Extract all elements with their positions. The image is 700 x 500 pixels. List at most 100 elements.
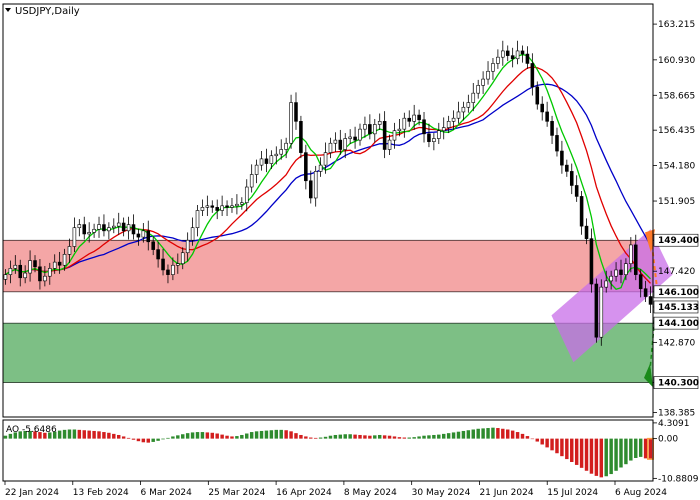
candle-body — [343, 138, 348, 150]
ao-bar — [550, 438, 554, 451]
ao-bar — [264, 430, 269, 439]
ao-bar — [432, 434, 436, 439]
ao-bar — [33, 431, 37, 439]
candle-body — [225, 205, 229, 208]
price-level-box — [653, 300, 699, 314]
ao-bar — [638, 438, 643, 457]
ao-bar — [333, 434, 338, 439]
x-tick-label: 8 May 2024 — [344, 488, 397, 498]
ao-bar — [643, 438, 648, 459]
y-tick-label: 149.400 — [658, 236, 699, 246]
ao-bar — [427, 435, 431, 439]
ao-bar — [57, 430, 62, 439]
candle-body — [249, 174, 254, 188]
candle-body — [161, 258, 165, 271]
ao-bar — [72, 429, 77, 439]
price-level-box — [653, 285, 699, 299]
candle-body — [407, 117, 412, 122]
y-tick-label: 156.435 — [658, 126, 695, 136]
candle-body — [112, 225, 116, 229]
y-tick-label: 145.133 — [658, 303, 699, 313]
candle-body — [254, 164, 259, 175]
ao-bar — [624, 438, 628, 465]
candle-body — [629, 244, 633, 264]
ao-bar — [461, 430, 466, 439]
ao-bar — [540, 438, 544, 445]
ao-bar — [195, 432, 200, 439]
candles — [3, 40, 653, 346]
ma-medium-line — [5, 66, 651, 284]
ao-bar — [87, 430, 91, 439]
candle-body — [594, 283, 599, 338]
candle-body — [166, 269, 170, 275]
candle-body — [466, 102, 471, 108]
candle-body — [121, 222, 126, 232]
ao-bar — [412, 437, 416, 439]
ao-bar — [353, 434, 357, 439]
candle-body — [397, 128, 402, 132]
candle-body — [584, 225, 589, 239]
candle-body — [102, 224, 106, 232]
x-axis-labels: 22 Jan 2024 13 Feb 2024 6 Mar 2024 25 Mar 2… — [4, 481, 667, 498]
ao-bar — [530, 438, 535, 440]
x-tick-label: 16 Apr 2024 — [276, 488, 332, 498]
y-tick-label: 140.300 — [658, 379, 699, 389]
ao-bar — [200, 432, 205, 439]
candle-body — [13, 264, 18, 269]
ao-bar — [67, 429, 72, 439]
candle-body — [348, 136, 352, 139]
moving-averages — [5, 53, 652, 290]
candle-body — [220, 205, 224, 211]
candle-body — [353, 136, 357, 141]
ao-bar — [481, 428, 485, 439]
ao-bar — [205, 432, 210, 439]
candle-body — [604, 280, 608, 288]
ao-bar — [279, 429, 283, 439]
ao-bar — [52, 431, 57, 439]
ao-bar — [176, 435, 180, 439]
ao-bar — [589, 438, 594, 474]
candle-body — [294, 102, 298, 122]
candle-body — [185, 239, 190, 254]
ao-bar — [136, 438, 141, 442]
candle-body — [190, 227, 195, 241]
ao-bar — [294, 433, 298, 439]
candle-body — [269, 155, 274, 164]
candle-body — [491, 63, 495, 72]
ao-bar — [146, 438, 150, 443]
ao-bar — [570, 438, 574, 463]
dropdown-triangle-icon[interactable] — [5, 8, 11, 12]
y-tick-label: 147.420 — [658, 267, 695, 277]
candle-body — [402, 117, 407, 130]
ao-bar — [62, 429, 67, 439]
candle-body — [471, 92, 476, 103]
y-tick-label: 158.665 — [658, 91, 695, 101]
x-tick-label: 25 Mar 2024 — [208, 488, 265, 498]
ao-bar — [377, 434, 382, 439]
ao-bar — [584, 438, 589, 471]
candle-body — [176, 263, 180, 266]
candle-body — [437, 130, 441, 139]
ao-bar — [629, 438, 633, 461]
candle-body — [131, 224, 136, 235]
ao-bar — [230, 436, 234, 439]
candle-body — [633, 244, 638, 275]
ao-bar — [309, 437, 313, 439]
ao-bar — [382, 435, 387, 439]
ao-histogram — [3, 427, 655, 478]
ao-bar — [373, 435, 377, 439]
candle-body — [308, 180, 313, 199]
x-tick-label: 22 Jan 2024 — [5, 488, 59, 498]
candle-body — [619, 269, 623, 275]
candle-body — [87, 232, 91, 235]
price-zones — [2, 239, 654, 383]
candle-body — [510, 55, 515, 60]
ao-bar — [77, 429, 82, 439]
candle-body — [116, 222, 121, 227]
ao-bar — [171, 436, 175, 439]
ao-bar — [3, 435, 8, 439]
ao-bar — [422, 435, 426, 439]
ao-bar — [496, 428, 500, 439]
price-level-box — [653, 376, 699, 389]
candle-body — [545, 111, 549, 122]
